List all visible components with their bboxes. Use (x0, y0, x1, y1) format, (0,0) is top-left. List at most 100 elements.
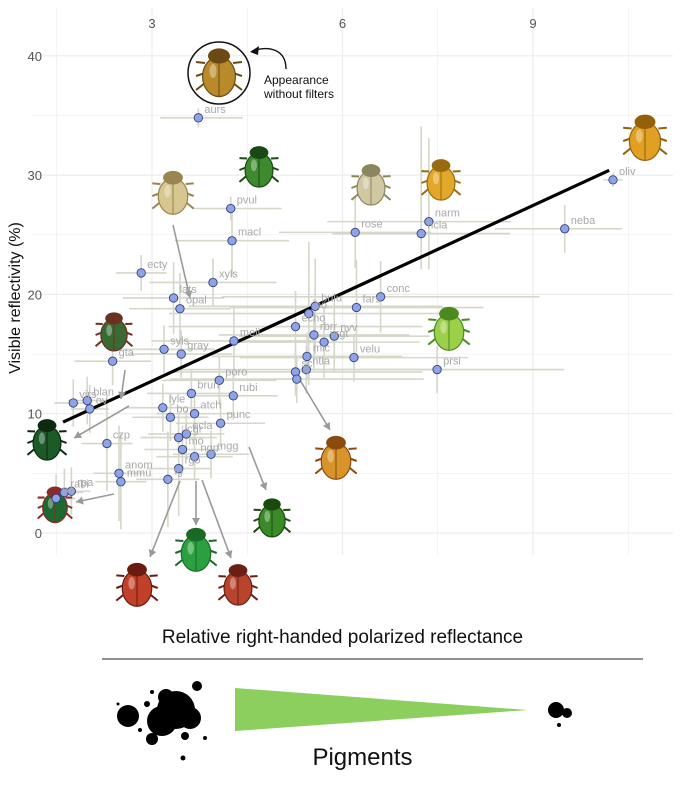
beetle-leg (658, 126, 667, 130)
point-label: pvul (237, 195, 257, 207)
beetle-highlight (362, 177, 369, 190)
data-point (560, 224, 570, 234)
appearance-circle (187, 41, 251, 105)
data-point (329, 331, 339, 341)
data-point (215, 418, 226, 428)
annotation-arrowhead (250, 46, 259, 55)
data-point (229, 336, 239, 346)
beetle-head (127, 562, 147, 577)
beetle-icon (238, 146, 280, 188)
beetle-highlight (187, 541, 194, 555)
pigments-label: Pigments (312, 744, 413, 771)
data-point (349, 352, 359, 363)
beetle-icon (314, 435, 358, 480)
data-point (424, 216, 434, 227)
point-label: velu (360, 344, 380, 356)
beetle-head (326, 435, 346, 450)
beetle-leg (348, 447, 357, 450)
data-point (174, 432, 184, 443)
y-tick-label: 10 (28, 407, 42, 422)
beetle-highlight (229, 577, 236, 590)
point-label: rabi (70, 478, 88, 490)
data-point (226, 203, 236, 214)
beetle-icon (622, 114, 668, 162)
beetle-leg (208, 539, 217, 542)
point-label: xyls (219, 268, 238, 280)
data-point (290, 321, 301, 332)
beetle-highlight (128, 576, 135, 590)
beetle-head (634, 114, 656, 130)
data-points (51, 113, 618, 504)
data-point (608, 175, 618, 185)
point-label: tg (174, 465, 183, 477)
x-tick-label: 9 (529, 16, 536, 31)
beetle-leg (116, 574, 125, 577)
beetle-head (186, 527, 206, 542)
point-label: lats (180, 284, 198, 296)
beetle-head (249, 146, 269, 160)
x-tick-label: 3 (148, 16, 155, 31)
point-label: mo (188, 435, 203, 447)
point-label: lyle (169, 394, 186, 406)
beetle-highlight (250, 159, 257, 172)
annotation-line-2: without filters (263, 87, 334, 101)
point-label: rr (303, 365, 311, 377)
point-label: gray (187, 340, 209, 352)
point-label: bulu (321, 292, 342, 304)
data-point (228, 391, 238, 401)
beetle-icon (350, 164, 392, 206)
data-point (375, 292, 386, 302)
beetle-leg (185, 182, 194, 185)
data-point (158, 403, 168, 413)
point-label: conc (387, 283, 411, 295)
data-point (319, 337, 329, 347)
y-axis-ticks: 0 10 20 30 40 (28, 49, 42, 541)
beetle-highlight (327, 449, 334, 463)
beetle-leg (152, 182, 161, 185)
beetle-leg (623, 126, 632, 130)
y-tick-label: 20 (28, 287, 42, 302)
data-point (292, 374, 302, 384)
pointer-arrowhead (184, 290, 193, 298)
point-label: rubi (239, 382, 257, 394)
point-label: bo (176, 403, 188, 415)
data-point (85, 404, 95, 414)
point-label: oliv (619, 166, 636, 178)
beetle-head (163, 170, 183, 185)
data-point (310, 301, 320, 311)
point-label: brun (197, 379, 219, 391)
data-point (350, 227, 360, 238)
data-point (168, 293, 179, 303)
data-point (181, 429, 191, 439)
point-label: ecty (147, 259, 168, 271)
beetle-icon (151, 170, 195, 215)
point-label: rose (361, 218, 382, 230)
data-point (189, 409, 200, 419)
beetle-leg (315, 447, 324, 450)
data-point (68, 398, 78, 408)
point-label: gta (119, 347, 135, 359)
beetle-icon (174, 527, 218, 572)
point-label: vrgt (330, 328, 348, 340)
pointer-arrowhead (192, 518, 200, 525)
point-label: ngp (201, 443, 219, 455)
beetle-head (105, 312, 123, 325)
point-label: pa (62, 484, 75, 496)
beetle-highlight (209, 64, 217, 78)
point-label: ecla (192, 420, 213, 432)
x-tick-label: 6 (339, 16, 346, 31)
beetle-icon (420, 159, 462, 201)
point-label: mmu (127, 468, 151, 480)
beetle-icon (427, 306, 471, 351)
data-point (176, 349, 186, 359)
data-point (214, 375, 224, 385)
beetle-head (361, 164, 381, 178)
point-label: lcgr (185, 424, 203, 436)
beetle-head (431, 159, 451, 173)
beetle-leg (461, 318, 470, 321)
beetle-head (228, 564, 248, 578)
pointer-arrowhead (224, 550, 233, 558)
data-point (193, 113, 204, 123)
data-point (165, 412, 176, 422)
